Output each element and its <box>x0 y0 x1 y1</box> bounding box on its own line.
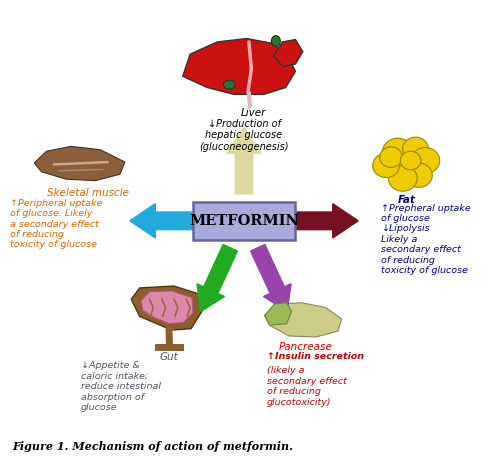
FancyArrow shape <box>227 128 261 194</box>
Text: Gut: Gut <box>160 351 179 362</box>
FancyArrow shape <box>130 204 206 238</box>
Polygon shape <box>131 286 202 330</box>
Polygon shape <box>264 303 342 337</box>
FancyArrow shape <box>282 204 358 238</box>
Text: METFORMIN: METFORMIN <box>189 214 299 228</box>
Ellipse shape <box>380 147 402 167</box>
Text: ↑Insulin secretion: ↑Insulin secretion <box>267 351 364 360</box>
Text: Figure 1. Mechanism of action of metformin.: Figure 1. Mechanism of action of metform… <box>12 441 293 452</box>
FancyArrow shape <box>197 245 237 311</box>
Text: Skeletal muscle: Skeletal muscle <box>47 187 129 198</box>
Polygon shape <box>183 38 295 95</box>
Ellipse shape <box>373 153 400 177</box>
Text: Liver: Liver <box>241 108 266 118</box>
Polygon shape <box>34 146 125 181</box>
Text: ↑Peripheral uptake
of glucose. Likely
a secondary effect
of reducing
toxicity of: ↑Peripheral uptake of glucose. Likely a … <box>10 199 102 249</box>
Ellipse shape <box>383 138 413 166</box>
FancyBboxPatch shape <box>193 201 295 240</box>
Polygon shape <box>141 291 193 324</box>
Ellipse shape <box>403 137 428 160</box>
Ellipse shape <box>406 163 432 187</box>
Text: Pancrease: Pancrease <box>278 342 332 352</box>
Text: (likely a
secondary effect
of reducing
glucotoxicity): (likely a secondary effect of reducing g… <box>267 367 347 407</box>
Ellipse shape <box>411 148 440 174</box>
Text: ↓Production of
hepatic glucose
(gluconeogenesis): ↓Production of hepatic glucose (gluconeo… <box>199 119 289 152</box>
Ellipse shape <box>400 151 421 170</box>
Text: ↑Prepheral uptake
of glucose
↓Lipolysis
Likely a
secondary effect
of reducing
to: ↑Prepheral uptake of glucose ↓Lipolysis … <box>381 204 471 275</box>
Text: Fat: Fat <box>398 195 416 205</box>
Polygon shape <box>273 40 303 67</box>
Ellipse shape <box>388 165 417 191</box>
FancyArrow shape <box>251 245 291 311</box>
Text: ↓Appetite &
caloric intake;
reduce intestinal
absorption of
glucose: ↓Appetite & caloric intake; reduce intes… <box>81 361 161 412</box>
Polygon shape <box>264 303 291 325</box>
Ellipse shape <box>271 35 280 46</box>
Ellipse shape <box>224 80 235 89</box>
